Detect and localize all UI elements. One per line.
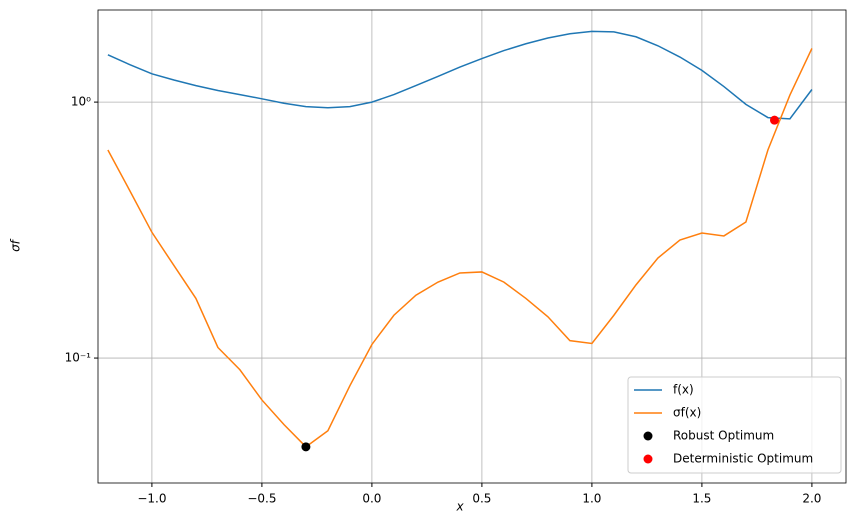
legend-label: Deterministic Optimum bbox=[673, 452, 813, 466]
plot-frame bbox=[97, 9, 847, 484]
x-tick-label: 0.5 bbox=[472, 492, 491, 506]
legend-label: Robust Optimum bbox=[673, 429, 774, 443]
line-series bbox=[107, 30, 813, 120]
scatter-point bbox=[301, 442, 311, 452]
x-tick-label: 2.0 bbox=[802, 492, 821, 506]
scatter-point bbox=[770, 115, 779, 125]
x-tick-label: 0.0 bbox=[362, 492, 381, 506]
legend-label: f(x) bbox=[673, 383, 694, 397]
legend-box bbox=[627, 376, 842, 474]
y-axis-label: σf bbox=[9, 238, 23, 252]
legend-swatch bbox=[643, 454, 653, 464]
x-tick-label: 1.0 bbox=[582, 492, 601, 506]
legend: f(x) σf(x) Robust Optimum Deterministic Opt… bbox=[627, 376, 842, 474]
x-axis-label: x bbox=[455, 500, 464, 514]
x-tick-label: −1.0 bbox=[137, 492, 166, 506]
x-tick-label: 1.5 bbox=[692, 492, 711, 506]
legend-label: σf(x) bbox=[673, 406, 701, 420]
line-series bbox=[107, 48, 813, 448]
y-tick-label: 10⁰ bbox=[71, 95, 91, 109]
x-tick-label: −0.5 bbox=[247, 492, 276, 506]
y-tick-label: 10⁻¹ bbox=[65, 351, 92, 365]
legend-swatch bbox=[643, 431, 653, 441]
